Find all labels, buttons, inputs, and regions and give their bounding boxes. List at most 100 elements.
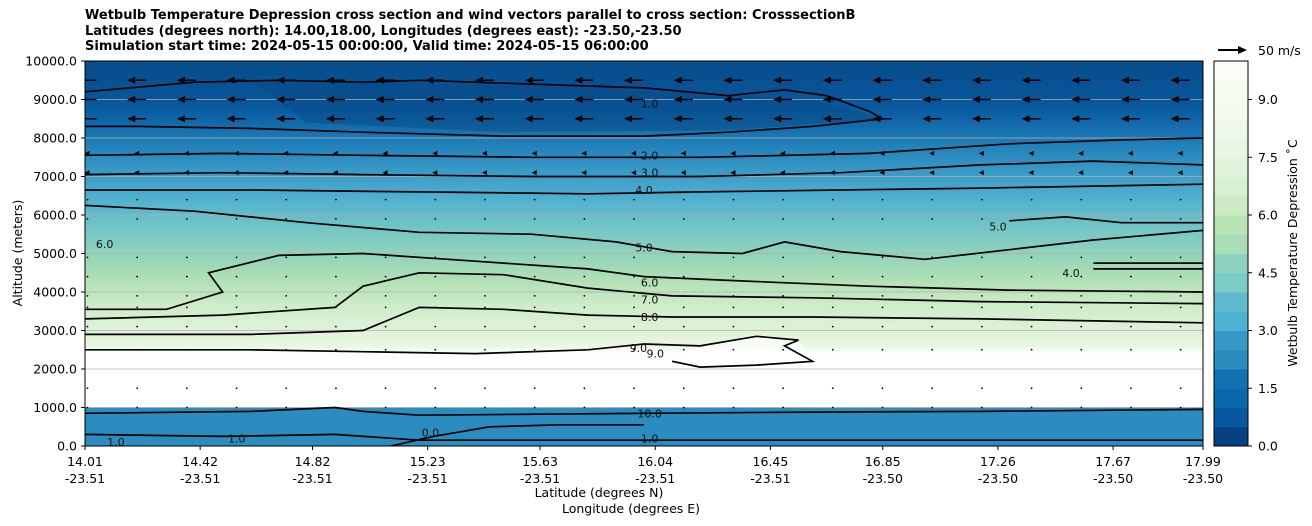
wind-vector-13-9 <box>533 387 536 390</box>
x-tick-label-lat-0: 14.01 <box>67 454 103 469</box>
wind-vector-11-13 <box>732 325 735 328</box>
wind-vector-head-0-6 <box>375 76 384 84</box>
wind-vector-8-9 <box>533 275 536 278</box>
wind-vector-10-15 <box>831 306 834 309</box>
wind-vector-11-1 <box>136 325 139 328</box>
wind-vector-head-0-13 <box>723 76 732 84</box>
wind-vector-12-17 <box>931 348 934 351</box>
wind-vector-9-13 <box>732 294 735 297</box>
x-tick-label-lon-5: -23.51 <box>635 471 675 486</box>
y-tick-label-0: 0.0 <box>57 439 77 454</box>
colorbar-tick-label-6: 9.0 <box>1258 92 1278 107</box>
colorbar-band-16 <box>1214 118 1248 139</box>
wind-vector-13-18 <box>980 387 983 390</box>
wind-vector-12-0 <box>86 348 89 351</box>
wind-vector-6-6 <box>384 217 387 220</box>
colorbar: 0.0 1.5 3.0 4.5 6.0 7.5 9.0 <box>1213 60 1278 454</box>
contour-line-1 <box>85 137 1203 159</box>
wind-vector-3-12 <box>680 150 686 156</box>
wind-vector-5-19 <box>1030 198 1033 201</box>
wind-vector-8-12 <box>682 275 685 278</box>
wind-vector-3-11 <box>631 150 637 156</box>
contour-label-8: 9.0 <box>630 342 648 355</box>
wind-vector-13-21 <box>1130 387 1132 390</box>
wind-vector-head-2-15 <box>822 115 831 123</box>
wind-vector-5-10 <box>583 198 586 201</box>
wind-vector-14-1 <box>136 406 139 409</box>
wind-vector-6-21 <box>1130 217 1132 220</box>
wind-vector-head-1-7 <box>425 96 434 103</box>
wind-vector-11-0 <box>86 325 89 328</box>
wind-vector-head-1-15 <box>822 96 831 103</box>
wind-vector-10-6 <box>384 306 387 309</box>
contour-label-12: 4.0 <box>1062 267 1080 280</box>
colorbar-band-8 <box>1214 272 1248 293</box>
chart-title-line-2: Latitudes (degrees north): 14.00,18.00, … <box>85 23 682 39</box>
x-tick-label-lon-1: -23.51 <box>180 471 220 486</box>
contour-line-8 <box>85 252 1203 311</box>
wind-vector-11-4 <box>285 325 288 328</box>
wind-vector-5-13 <box>732 198 735 201</box>
colorbar-band-15 <box>1214 138 1248 158</box>
wind-vector-12-19 <box>1030 348 1033 351</box>
wind-vector-8-8 <box>484 275 486 278</box>
wind-vector-head-1-11 <box>624 96 633 103</box>
wind-vector-6-9 <box>533 217 536 220</box>
wind-vector-12-5 <box>335 348 337 351</box>
contour-label-5: 6.0 <box>641 276 659 289</box>
wind-vector-head-2-16 <box>872 115 881 123</box>
wind-vector-5-22 <box>1179 198 1182 201</box>
wind-vector-10-20 <box>1080 306 1083 309</box>
contour-label-4: 5.0 <box>635 242 653 255</box>
wind-vector-head-0-7 <box>425 76 434 84</box>
wind-vector-7-15 <box>831 256 834 259</box>
wind-vector-head-2-10 <box>574 115 583 123</box>
contour-label-9: 9.0 <box>646 348 664 361</box>
wind-vector-head-0-15 <box>822 76 831 84</box>
wind-vector-12-8 <box>484 348 486 351</box>
wind-vector-10-22 <box>1179 306 1182 309</box>
contour-line-5 <box>1009 216 1203 224</box>
wind-vector-7-19 <box>1030 256 1033 259</box>
wind-vector-11-9 <box>533 325 536 328</box>
wind-vector-5-17 <box>931 198 934 201</box>
wind-vector-7-17 <box>931 256 934 259</box>
wind-vector-13-10 <box>583 387 586 390</box>
wind-vector-7-4 <box>285 256 288 259</box>
wind-vector-14-20 <box>1080 406 1083 409</box>
wind-vector-4-11 <box>631 170 637 176</box>
wind-vector-4-9 <box>531 170 537 176</box>
wind-vector-7-6 <box>384 256 387 259</box>
wind-vector-13-6 <box>384 387 387 390</box>
wind-vector-head-0-18 <box>971 76 980 84</box>
wind-vector-5-1 <box>136 198 139 201</box>
x-axis-label-lon: Longitude (degrees E) <box>562 501 700 516</box>
contour-label-6: 7.0 <box>641 294 659 307</box>
wind-vector-13-1 <box>136 387 139 390</box>
wind-vector-5-20 <box>1080 198 1083 201</box>
wind-vector-4-19 <box>1028 170 1034 176</box>
wind-vector-head-2-22 <box>1170 115 1179 123</box>
wind-vector-14-6 <box>384 406 387 409</box>
wind-vector-12-13 <box>732 348 735 351</box>
wind-vector-11-11 <box>633 325 635 328</box>
chart-title-line-1: Wetbulb Temperature Depression cross sec… <box>85 8 856 23</box>
wind-vector-10-12 <box>682 306 685 309</box>
wind-vector-5-5 <box>335 198 337 201</box>
wind-vector-head-0-9 <box>524 76 533 84</box>
wind-vector-3-4 <box>283 150 289 156</box>
wind-vector-head-1-10 <box>574 96 583 103</box>
contour-line-11 <box>85 335 816 368</box>
wind-vector-9-20 <box>1080 294 1083 297</box>
wind-vector-head-0-4 <box>276 76 285 84</box>
colorbar-tick-label-0: 0.0 <box>1258 439 1278 454</box>
wind-vector-6-12 <box>682 217 685 220</box>
wind-vector-12-11 <box>633 348 635 351</box>
contour-line-12 <box>85 406 1203 417</box>
wind-vector-head-0-14 <box>773 76 782 84</box>
wind-vector-13-4 <box>285 387 288 390</box>
wind-vector-13-12 <box>682 387 685 390</box>
wind-vector-7-13 <box>732 256 735 259</box>
wind-vector-6-14 <box>782 217 785 220</box>
